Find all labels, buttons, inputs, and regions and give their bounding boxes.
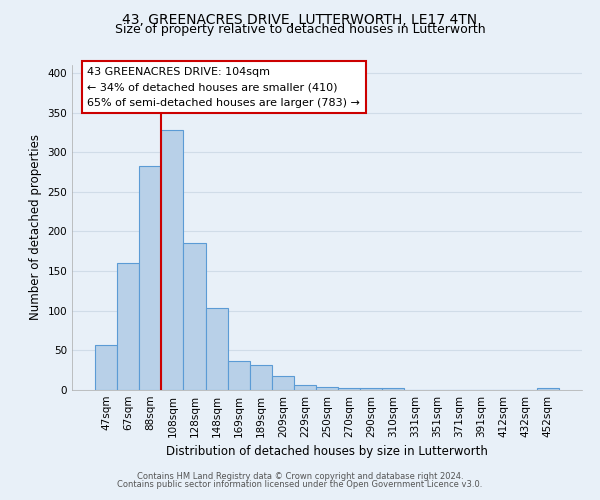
Bar <box>250 364 272 390</box>
Bar <box>316 387 338 390</box>
Bar <box>184 244 206 390</box>
Bar <box>95 345 117 390</box>
Bar <box>272 376 294 390</box>
Y-axis label: Number of detached properties: Number of detached properties <box>29 134 42 320</box>
Text: 43, GREENACRES DRIVE, LUTTERWORTH, LE17 4TN: 43, GREENACRES DRIVE, LUTTERWORTH, LE17 … <box>122 12 478 26</box>
Bar <box>139 166 161 390</box>
Text: 43 GREENACRES DRIVE: 104sqm
← 34% of detached houses are smaller (410)
65% of se: 43 GREENACRES DRIVE: 104sqm ← 34% of det… <box>88 66 360 108</box>
Text: Size of property relative to detached houses in Lutterworth: Size of property relative to detached ho… <box>115 22 485 36</box>
Bar <box>161 130 184 390</box>
Text: Contains HM Land Registry data © Crown copyright and database right 2024.: Contains HM Land Registry data © Crown c… <box>137 472 463 481</box>
Bar <box>360 388 382 390</box>
Text: Contains public sector information licensed under the Open Government Licence v3: Contains public sector information licen… <box>118 480 482 489</box>
Bar <box>537 388 559 390</box>
Bar <box>227 360 250 390</box>
Bar <box>294 385 316 390</box>
Bar <box>117 263 139 390</box>
Bar <box>206 308 227 390</box>
Bar <box>338 388 360 390</box>
Bar <box>382 388 404 390</box>
X-axis label: Distribution of detached houses by size in Lutterworth: Distribution of detached houses by size … <box>166 446 488 458</box>
